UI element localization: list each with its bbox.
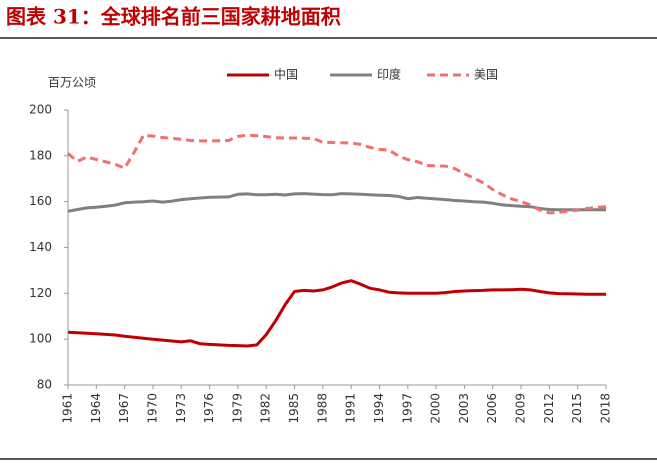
x-tick-label: 1964	[89, 393, 103, 424]
y-tick-label: 140	[29, 240, 52, 254]
x-tick-label: 2018	[599, 393, 613, 424]
y-tick-label: 100	[29, 332, 52, 346]
x-tick-label: 2015	[570, 393, 584, 424]
x-tick-label: 1997	[400, 393, 414, 424]
y-tick-label: 180	[29, 148, 52, 162]
y-axis-label: 百万公顷	[48, 76, 96, 90]
series-line	[67, 279, 606, 348]
x-tick-label: 1982	[259, 393, 273, 424]
series-line	[67, 133, 607, 215]
x-tick-label: 1976	[202, 393, 216, 424]
legend-label: 中国	[274, 67, 298, 82]
y-tick-label: 80	[37, 378, 52, 392]
x-tick-label: 1967	[117, 393, 131, 424]
x-tick-label: 2009	[514, 393, 528, 424]
x-tick-label: 1979	[230, 393, 244, 424]
y-tick-label: 200	[29, 103, 52, 117]
x-tick-label: 1994	[372, 393, 386, 424]
y-tick-label: 120	[29, 286, 52, 300]
x-tick-label: 2012	[542, 393, 556, 424]
chart-title: 图表 31：全球排名前三国家耕地面积	[6, 5, 341, 29]
x-tick-label: 2000	[429, 393, 443, 424]
x-tick-label: 2003	[457, 393, 471, 424]
x-tick-label: 2006	[485, 393, 499, 424]
legend-label: 美国	[474, 68, 498, 82]
legend-label: 印度	[377, 67, 401, 82]
x-tick-label: 1988	[315, 393, 329, 424]
x-tick-label: 1991	[344, 393, 358, 424]
y-tick-label: 160	[29, 194, 52, 208]
x-tick-label: 1961	[61, 393, 75, 424]
x-tick-label: 1985	[287, 393, 301, 424]
x-tick-label: 1970	[145, 393, 159, 424]
x-tick-label: 1973	[174, 393, 188, 424]
series-line	[67, 192, 606, 213]
